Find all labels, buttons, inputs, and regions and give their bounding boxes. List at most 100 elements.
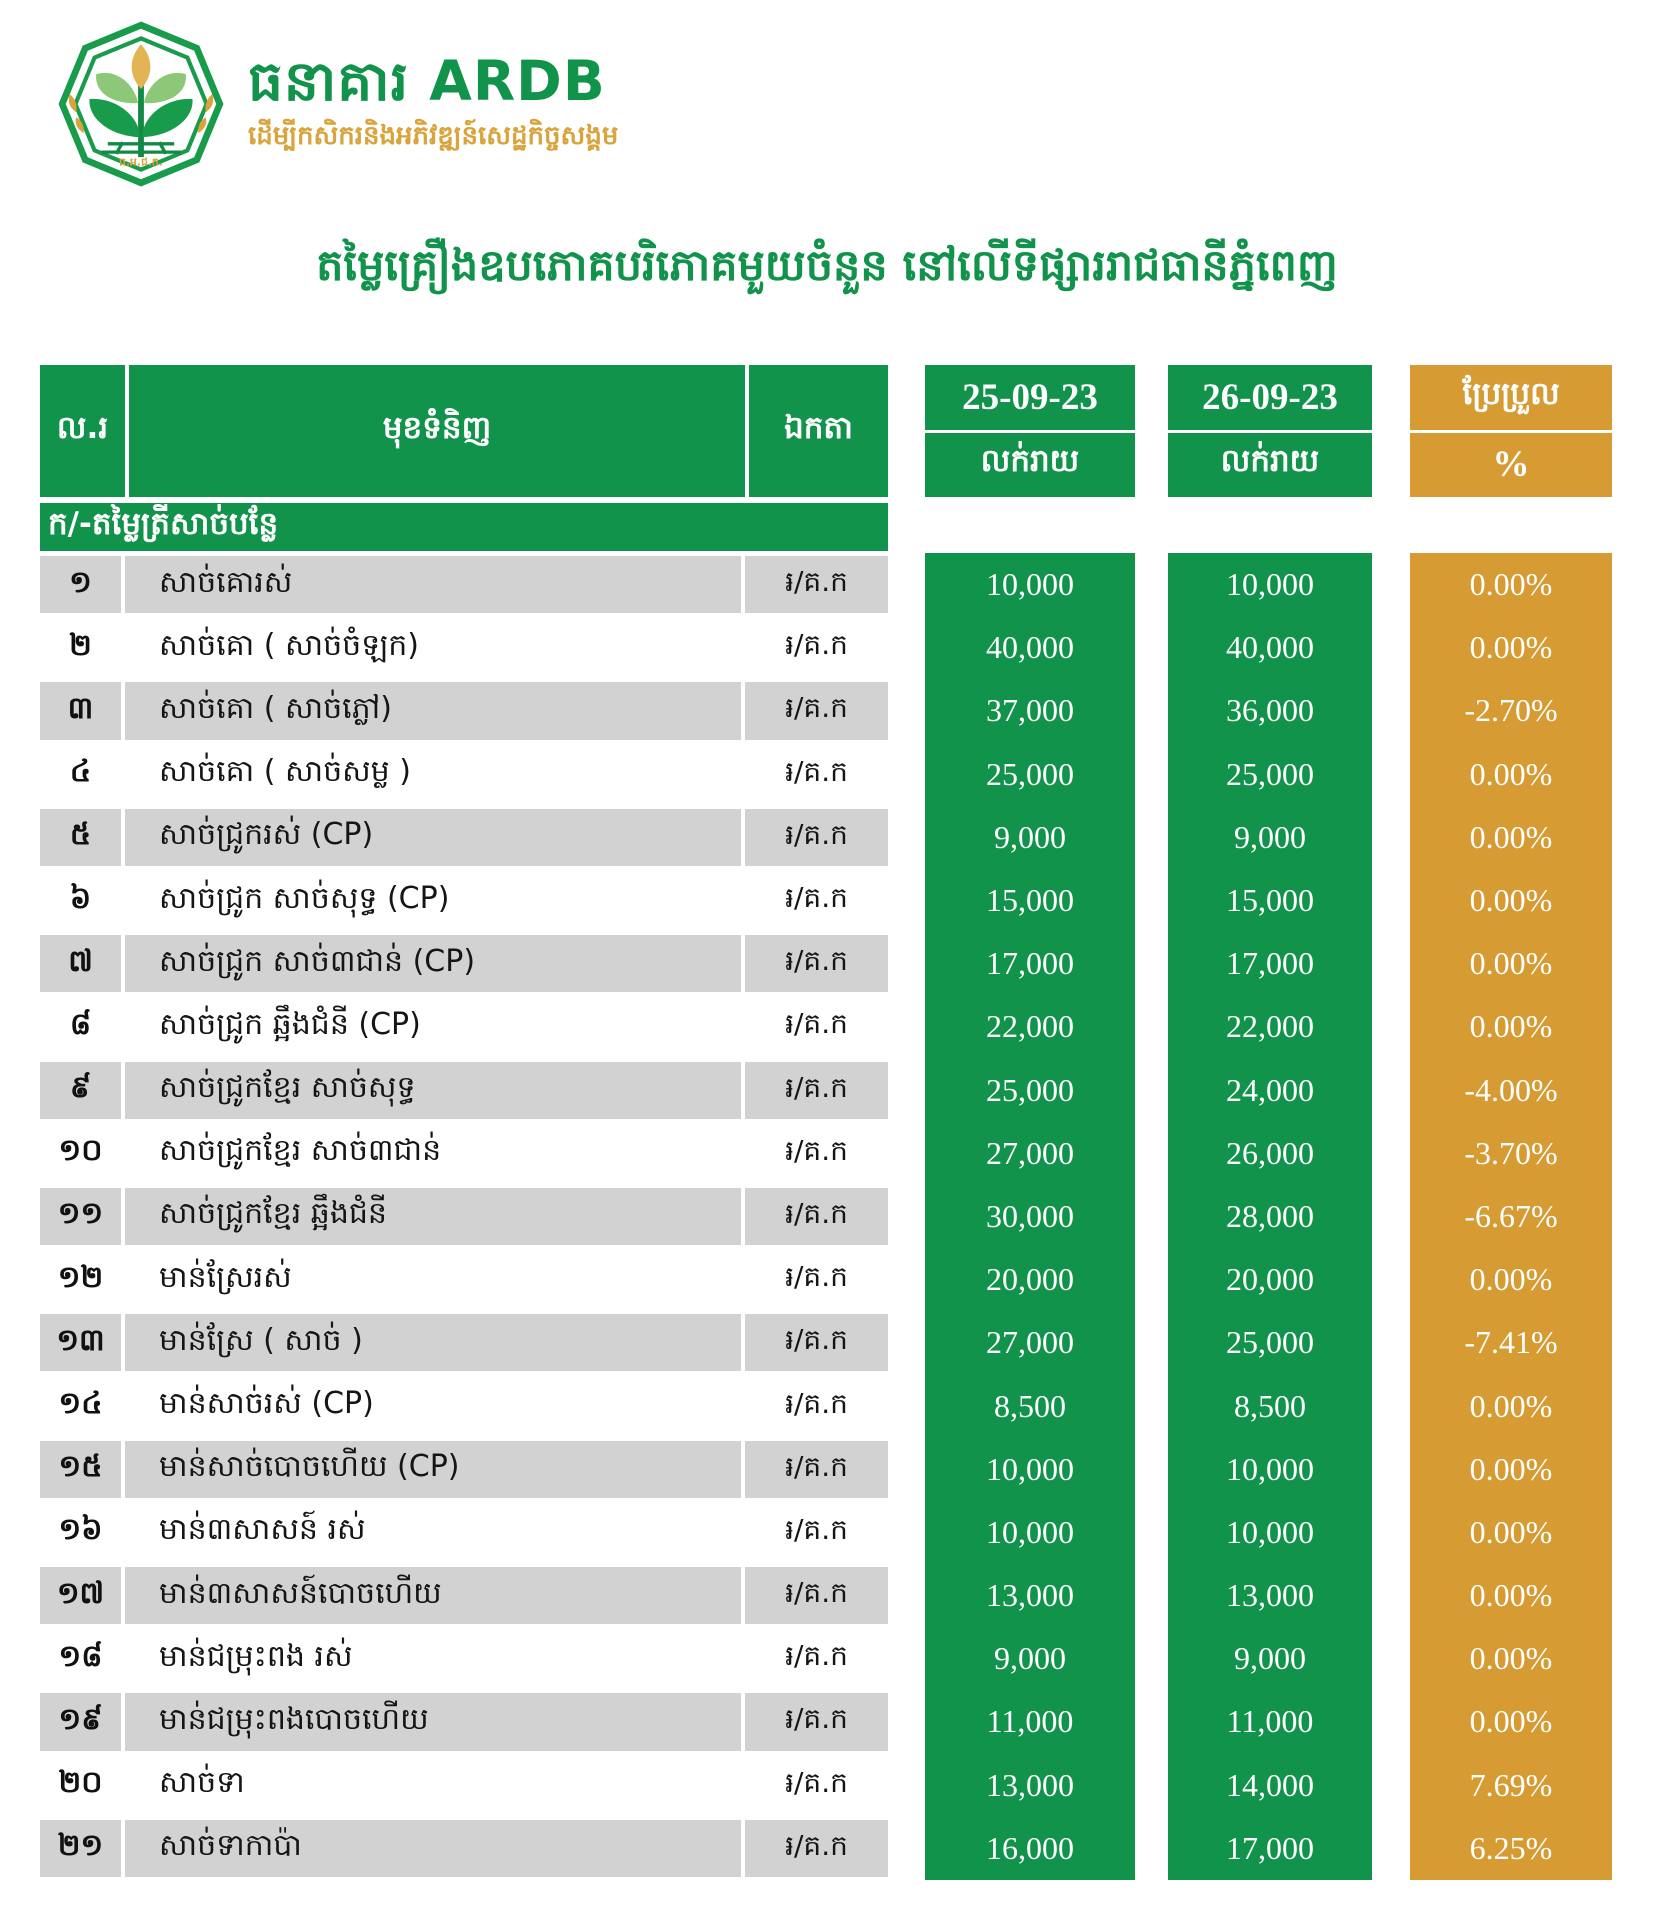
change-cell: 0.00% [1469, 1640, 1553, 1677]
price-cell-day1: 22,000 [986, 1008, 1074, 1045]
price-cell-day1: 40,000 [986, 629, 1074, 666]
brand-text: ធនាគារ ARDB ដើម្បីកសិករនិងអភិវឌ្ឍន៍សេដ្ឋ… [248, 51, 618, 158]
band-gap [1410, 497, 1612, 553]
price-cell-day1: 13,000 [986, 1766, 1074, 1803]
band-gap [1168, 497, 1372, 553]
row-number: ៤ [40, 745, 125, 803]
page-title: តម្លៃគ្រឿងឧបភោគបរិភោគមួយចំនួន នៅលើទីផ្សា… [316, 241, 1338, 291]
item-unit: ៛/គ.ក [785, 628, 848, 662]
brand-title: ធនាគារ ARDB [248, 48, 606, 113]
item-unit: ៛/គ.ក [785, 754, 848, 788]
table-row: ៩ សាច់ជ្រូកខ្មែរ សាច់សុទ្ធ ៛/គ.ក [40, 1058, 888, 1122]
item-name: សាច់ទា [125, 1756, 745, 1814]
change-cell: 0.00% [1469, 1703, 1553, 1740]
row-number: ២ [40, 619, 125, 677]
brand-tagline: ដើម្បីកសិករនិងអភិវឌ្ឍន៍សេដ្ឋកិច្ចសង្គម [248, 121, 619, 152]
price-cell-day2: 14,000 [1226, 1766, 1314, 1803]
price-cell-day1: 16,000 [986, 1829, 1074, 1866]
item-name: សាច់គោ ( សាច់សម្ល ) [125, 745, 745, 803]
item-name: សាច់ជ្រូក សាច់សុទ្ធ (CP) [125, 871, 745, 930]
price-band-day2-header: 26-09-23 លក់រាយ [1168, 365, 1372, 497]
price-cell-day1: 10,000 [986, 1513, 1074, 1550]
row-number: ៧ [40, 935, 125, 993]
price-cell-day1: 20,000 [986, 1261, 1074, 1298]
items-rows: ១ សាច់គោរស់ ៛/គ.ក ២ សាច់គោ ( សាច់ចំឡក) ៛… [40, 553, 888, 1880]
change-cell: 0.00% [1469, 1450, 1553, 1487]
row-number: ១៥ [40, 1440, 125, 1498]
price-cell-day2: 40,000 [1226, 629, 1314, 666]
ardb-emblem-icon: ធ.អ.ជ.ក. [58, 21, 224, 187]
row-number: ១៤ [40, 1377, 125, 1435]
item-unit: ៛/គ.ក [745, 1819, 888, 1877]
item-unit: ៛/គ.ក [785, 1765, 848, 1799]
row-number: ៦ [40, 871, 125, 930]
price-band-day1-header: 25-09-23 លក់រាយ [925, 365, 1135, 497]
item-name: សាច់ជ្រូកខ្មែរ សាច់៣ជាន់ [125, 1124, 745, 1182]
change-cell: 0.00% [1469, 1261, 1553, 1298]
item-name: មាន់ជម្រុះពងបោចហើយ [125, 1693, 745, 1751]
change-cell: 0.00% [1469, 882, 1553, 919]
row-number: ១០ [40, 1124, 125, 1182]
row-number: ៥ [40, 808, 125, 866]
table-row: ១ សាច់គោរស់ ៛/គ.ក [40, 553, 888, 617]
item-name: មាន់ស្រែរស់ [125, 1251, 745, 1309]
change-cell: -4.00% [1464, 1071, 1558, 1108]
price-cell-day2: 20,000 [1226, 1261, 1314, 1298]
emblem-caption: ធ.អ.ជ.ក. [119, 155, 163, 168]
price-cell-day1: 10,000 [986, 566, 1074, 603]
change-band: ប្រែប្រួល % 0.00% 0.00% -2.70% 0.00% 0.0… [1410, 365, 1612, 1880]
items-table: ល.រ មុខទំនិញ ឯកតា ក/-តម្លៃត្រីសាច់បន្លែ … [40, 365, 888, 1880]
price-cell-day1: 8,500 [994, 1387, 1066, 1424]
item-unit: ៛/គ.ក [745, 1440, 888, 1498]
table-row: ១៨ មាន់ជម្រុះពង រស់ ៛/គ.ក [40, 1627, 888, 1691]
price-cell-day1: 9,000 [994, 1640, 1066, 1677]
table-row: ១៧ មាន់៣សាសន៍បោចហើយ ៛/គ.ក [40, 1564, 888, 1628]
row-number: ៩ [40, 1061, 125, 1119]
item-unit: ៛/គ.ក [745, 556, 888, 614]
change-cell: 6.25% [1469, 1829, 1553, 1866]
table-row: ២១ សាច់ទាកាប៉ា ៛/គ.ក [40, 1816, 888, 1880]
table-row: ១៤ មាន់សាច់រស់ (CP) ៛/គ.ក [40, 1374, 888, 1438]
column-header-item: មុខទំនិញ [125, 365, 745, 497]
price-cell-day2: 10,000 [1226, 1450, 1314, 1487]
price-cell-day2: 8,500 [1234, 1387, 1306, 1424]
table-row: ៥ សាច់ជ្រូករស់ (CP) ៛/គ.ក [40, 805, 888, 869]
section-header: ក/-តម្លៃត្រីសាច់បន្លែ [40, 503, 888, 551]
item-unit: ៛/គ.ក [785, 1386, 848, 1420]
retail-label-day2: លក់រាយ [1168, 432, 1372, 497]
change-cell: 0.00% [1469, 945, 1553, 982]
item-unit: ៛/គ.ក [745, 808, 888, 866]
row-number: ៣ [40, 682, 125, 740]
price-cell-day1: 25,000 [986, 755, 1074, 792]
table-row: ៨ សាច់ជ្រូក ឆ្អឹងជំនី (CP) ៛/គ.ក [40, 995, 888, 1059]
price-cell-day2: 25,000 [1226, 755, 1314, 792]
row-number: ១៣ [40, 1314, 125, 1372]
price-band-day2: 26-09-23 លក់រាយ 10,000 40,000 36,000 25,… [1168, 365, 1372, 1880]
item-name: សាច់ជ្រូកខ្មែរ ឆ្អឹងជំនី [125, 1187, 745, 1246]
change-cell: 0.00% [1469, 566, 1553, 603]
column-header-no: ល.រ [40, 365, 125, 497]
band-gap [925, 497, 1135, 553]
item-unit: ៛/គ.ក [745, 1314, 888, 1372]
item-unit: ៛/គ.ក [785, 881, 848, 915]
row-number: ២១ [40, 1819, 125, 1877]
item-name: សាច់ជ្រូក ឆ្អឹងជំនី (CP) [125, 998, 745, 1056]
change-cell: 7.69% [1469, 1766, 1553, 1803]
table-row: ២ សាច់គោ ( សាច់ចំឡក) ៛/គ.ក [40, 616, 888, 680]
item-unit: ៛/គ.ក [785, 1007, 848, 1041]
price-cell-day1: 30,000 [986, 1197, 1074, 1234]
table-row: ១៣ មាន់ស្រែ ( សាច់ ) ៛/គ.ក [40, 1311, 888, 1375]
price-cell-day2: 36,000 [1226, 692, 1314, 729]
price-cell-day2: 28,000 [1226, 1197, 1314, 1234]
row-number: ៨ [40, 998, 125, 1056]
item-name: សាច់គោ ( សាច់ភ្លៅ) [125, 682, 745, 740]
price-cell-day2: 13,000 [1226, 1577, 1314, 1614]
item-name: មាន់៣សាសន៍ រស់ [125, 1503, 745, 1561]
percent-header-label: % [1410, 432, 1612, 497]
item-unit: ៛/គ.ក [745, 1567, 888, 1625]
item-name: សាច់ជ្រូក សាច់៣ជាន់ (CP) [125, 935, 745, 993]
row-number: ២០ [40, 1756, 125, 1814]
price-cell-day2: 15,000 [1226, 882, 1314, 919]
price-cell-day2: 24,000 [1226, 1071, 1314, 1108]
